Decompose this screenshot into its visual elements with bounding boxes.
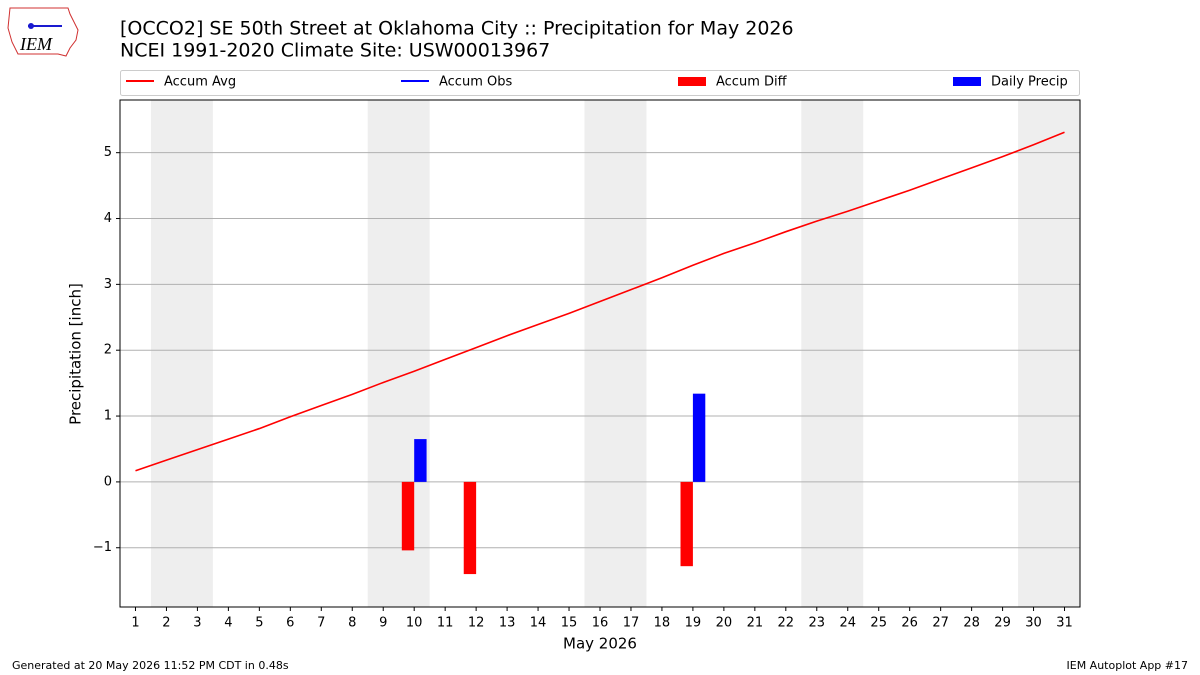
x-tick-label: 19: [685, 616, 702, 631]
legend-swatch: [953, 77, 981, 86]
x-tick-label: 23: [809, 616, 826, 631]
weekend-band: [1018, 100, 1080, 607]
legend-label: Accum Avg: [164, 75, 236, 90]
x-tick-label: 20: [716, 616, 733, 631]
weekend-band: [150, 100, 213, 607]
x-tick-label: 26: [901, 616, 918, 631]
footer-right: IEM Autoplot App #17: [1067, 659, 1189, 672]
x-tick-label: 28: [963, 616, 980, 631]
line: [135, 131, 1065, 472]
x-tick-label: 3: [193, 616, 201, 631]
bar: [463, 481, 477, 575]
x-tick-label: 11: [437, 616, 454, 631]
x-tick-label: 17: [623, 616, 640, 631]
x-tick-label: 27: [932, 616, 949, 631]
bar: [692, 393, 706, 482]
x-tick-label: 15: [561, 616, 578, 631]
x-tick-label: 12: [468, 616, 485, 631]
x-tick-label: 6: [286, 616, 294, 631]
footer-left: Generated at 20 May 2026 11:52 PM CDT in…: [12, 659, 289, 672]
x-tick-label: 21: [747, 616, 764, 631]
x-tick-label: 22: [778, 616, 795, 631]
weekend-band: [801, 100, 864, 607]
x-tick-label: 8: [348, 616, 356, 631]
x-tick-label: 25: [870, 616, 887, 631]
x-tick-label: 31: [1056, 616, 1073, 631]
logo-dot: [28, 23, 34, 29]
weekend-band: [367, 100, 430, 607]
x-tick-label: 1: [131, 616, 139, 631]
logo: IEM: [7, 7, 79, 57]
x-tick-label: 9: [379, 616, 387, 631]
y-tick-label: 1: [104, 409, 112, 424]
x-tick-label: 29: [994, 616, 1011, 631]
x-tick-label: 24: [839, 616, 856, 631]
x-axis-label: May 2026: [563, 635, 637, 653]
legend-label: Accum Diff: [716, 75, 788, 90]
chart-subtitle: NCEI 1991-2020 Climate Site: USW00013967: [120, 40, 550, 62]
x-tick-label: 2: [162, 616, 170, 631]
x-tick-label: 7: [317, 616, 325, 631]
y-tick-label: 5: [104, 145, 112, 160]
x-tick-label: 18: [654, 616, 671, 631]
y-tick-label: 0: [104, 474, 112, 489]
bar: [414, 439, 427, 482]
x-tick-label: 4: [224, 616, 232, 631]
y-tick-label: −1: [93, 540, 112, 555]
x-tick-label: 16: [592, 616, 609, 631]
bar: [680, 481, 693, 567]
y-tick-label: 2: [104, 343, 112, 358]
legend-swatch: [678, 77, 706, 86]
logo-outline: [7, 7, 79, 57]
weekend-band: [584, 100, 647, 607]
x-tick-label: 13: [499, 616, 516, 631]
legend-box: [120, 70, 1080, 96]
legend-label: Accum Obs: [439, 75, 512, 90]
x-tick-label: 5: [255, 616, 263, 631]
x-tick-label: 14: [530, 616, 547, 631]
legend-label: Daily Precip: [991, 75, 1068, 90]
bar: [401, 481, 415, 551]
y-tick-label: 3: [104, 277, 112, 292]
plot-frame: [119, 99, 1081, 608]
logo-text: IEM: [19, 34, 53, 54]
chart-title: [OCCO2] SE 50th Street at Oklahoma City …: [120, 18, 794, 40]
x-tick-label: 10: [406, 616, 423, 631]
x-tick-label: 30: [1025, 616, 1042, 631]
y-axis-label: Precipitation [inch]: [67, 283, 85, 425]
y-tick-label: 4: [104, 211, 112, 226]
